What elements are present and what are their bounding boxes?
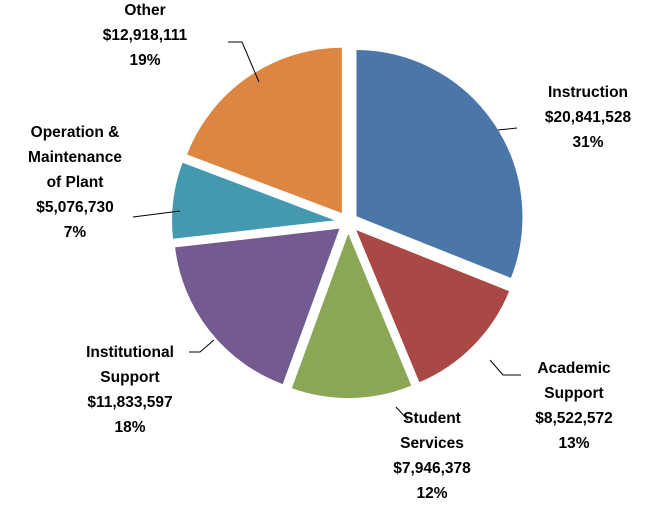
percent-label: 7%	[63, 224, 87, 241]
slice-label: Academic Support $8,522,572 13%	[535, 356, 613, 456]
value-label: $7,946,378	[393, 460, 471, 477]
percent-label: 13%	[558, 435, 590, 452]
value-label: $20,841,528	[544, 109, 632, 126]
pie-slice	[184, 45, 344, 217]
slice-label: Operation & Maintenance of Plant $5,076,7…	[28, 120, 122, 245]
value-label: $8,522,572	[535, 410, 613, 427]
leader-line	[489, 359, 521, 376]
leader-line	[132, 210, 181, 218]
leader-line	[497, 127, 518, 131]
percent-label: 12%	[416, 485, 448, 502]
value-label: $11,833,597	[87, 394, 173, 411]
category-label: Student Services	[400, 410, 464, 452]
slice-label: Institutional Support $11,833,597 18%	[86, 340, 174, 440]
value-label: $5,076,730	[36, 199, 114, 216]
pie-slice	[352, 226, 512, 385]
pie-slice	[172, 226, 343, 387]
percent-label: 18%	[114, 419, 146, 436]
percent-label: 31%	[572, 134, 604, 151]
category-label: Other	[124, 2, 166, 19]
value-label: $12,918,111	[102, 27, 188, 44]
percent-label: 19%	[129, 52, 161, 69]
pie-slice	[170, 160, 340, 241]
leader-line	[395, 406, 409, 421]
category-label: Instruction	[547, 84, 629, 101]
slice-label: Student Services $7,946,378 12%	[393, 406, 471, 506]
leader-line	[189, 339, 215, 353]
leader-line	[228, 41, 260, 83]
category-label: Operation & Maintenance of Plant	[28, 124, 122, 191]
category-label: Academic Support	[537, 360, 611, 402]
pie-slice	[354, 47, 525, 281]
slice-label: Other $12,918,111 19%	[103, 0, 188, 73]
category-label: Institutional Support	[86, 344, 174, 386]
slice-label: Instruction $20,841,528 31%	[545, 80, 631, 155]
pie-slice	[289, 228, 414, 400]
